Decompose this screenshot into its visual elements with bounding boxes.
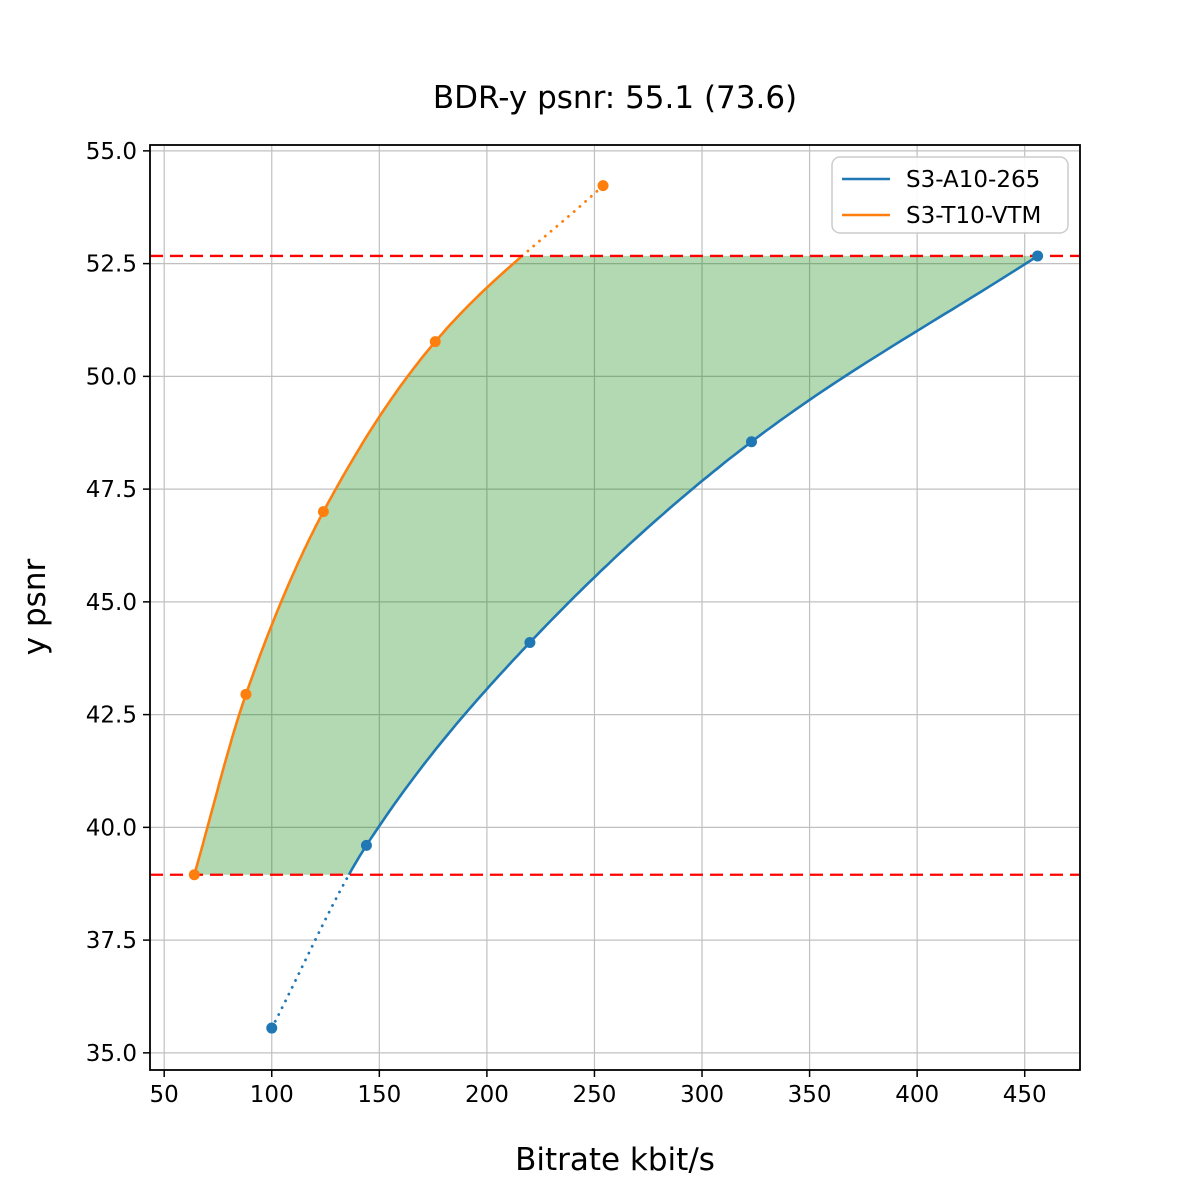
y-axis-label: y psnr	[17, 559, 53, 656]
curve-s3-t10-vtm-dotted	[520, 184, 605, 258]
data-point-marker	[240, 688, 252, 700]
data-point-marker	[524, 636, 536, 648]
data-point-marker	[188, 869, 200, 881]
x-tick-label: 100	[250, 1082, 294, 1108]
x-tick-label: 350	[788, 1082, 832, 1108]
data-point-marker	[1032, 250, 1044, 262]
data-point-marker	[317, 506, 329, 518]
curve-s3-a10-265-solid	[347, 254, 1039, 876]
x-tick-label: 400	[895, 1082, 939, 1108]
y-tick-label: 47.5	[86, 477, 137, 503]
legend-label-blue: S3-A10-265	[906, 167, 1040, 193]
y-tick-label: 55.0	[86, 139, 137, 165]
data-point-marker	[266, 1022, 278, 1034]
y-tick-label: 40.0	[86, 815, 137, 841]
y-tick-label: 52.5	[86, 252, 137, 278]
y-tick-label: 50.0	[86, 364, 137, 390]
y-tick-label: 35.0	[86, 1041, 137, 1067]
x-tick-label: 250	[573, 1082, 617, 1108]
data-point-marker	[360, 839, 372, 851]
x-tick-label: 150	[357, 1082, 401, 1108]
legend-box	[831, 156, 1069, 234]
data-point-marker	[597, 180, 609, 192]
data-point-marker	[745, 436, 757, 448]
legend-label-orange: S3-T10-VTM	[906, 203, 1041, 229]
x-tick-label: 450	[1003, 1082, 1047, 1108]
x-tick-label: 50	[150, 1082, 179, 1108]
x-tick-label: 300	[680, 1082, 724, 1108]
y-tick-label: 42.5	[86, 703, 137, 729]
y-tick-label: 45.0	[86, 590, 137, 616]
x-tick-label: 200	[465, 1082, 509, 1108]
bd-shaded-region	[194, 255, 1038, 875]
data-point-marker	[429, 336, 441, 348]
plot-area: 50 100 150 200 250 300 350 400 450 35.0 37.5 40.0 42…	[86, 139, 1081, 1108]
x-axis-label: Bitrate kbit/s	[515, 1142, 715, 1178]
y-tick-label: 37.5	[86, 928, 137, 954]
curve-s3-t10-vtm-solid	[193, 254, 523, 876]
legend: S3-A10-265 S3-T10-VTM	[831, 156, 1069, 234]
axes-spines	[149, 144, 1081, 1071]
curve-s3-a10-265-dotted	[270, 873, 351, 1030]
chart-title: BDR-y psnr: 55.1 (73.6)	[433, 80, 797, 116]
